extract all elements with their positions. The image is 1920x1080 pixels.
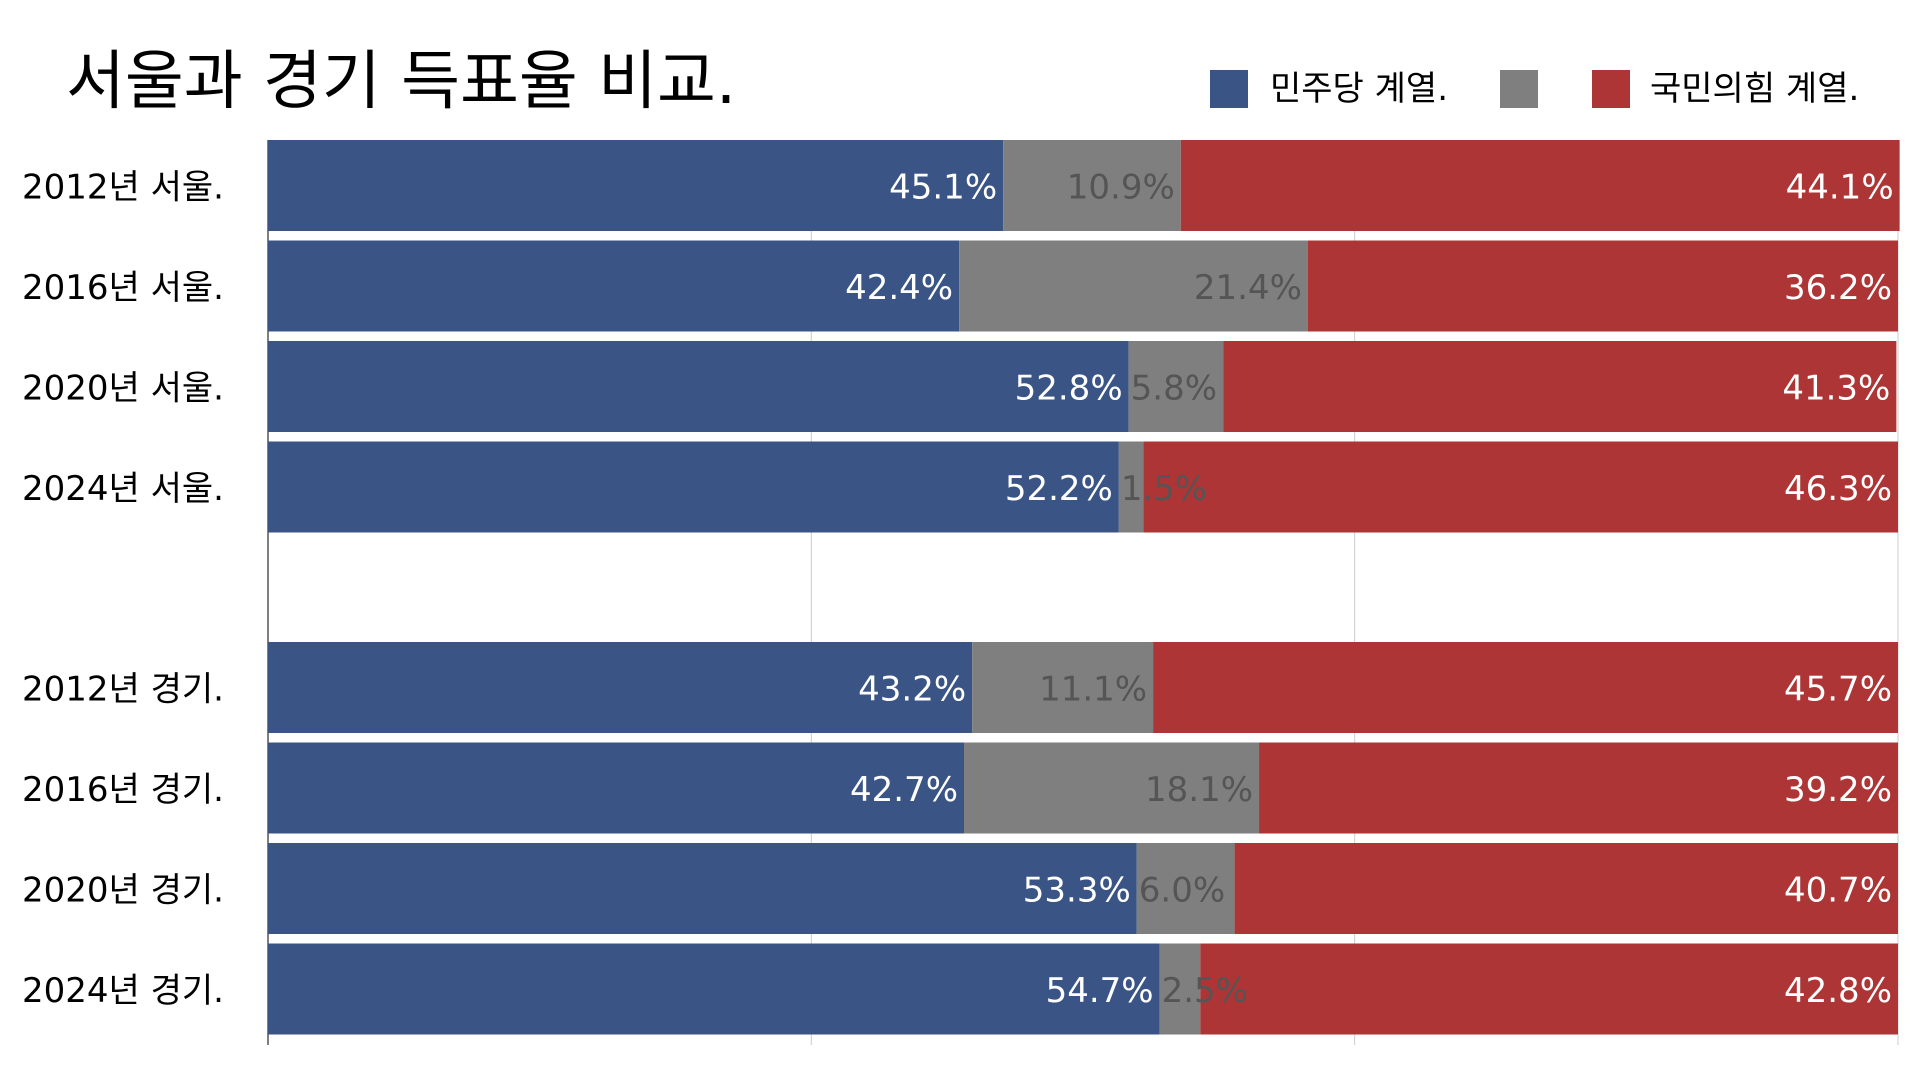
legend-swatch-ppp: [1592, 70, 1630, 108]
bar-ppp: [1223, 341, 1897, 432]
bar-dem: [268, 843, 1137, 934]
data-label-ppp: 40.7%: [1784, 871, 1892, 911]
legend-swatch-other: [1500, 70, 1538, 108]
legend-label-ppp: 국민의힘 계열.: [1650, 69, 1860, 109]
legend: 민주당 계열. 국민의힘 계열.: [1210, 70, 1910, 110]
category-label: 2020년 서울.: [22, 369, 224, 409]
bar-ppp: [1307, 240, 1898, 332]
data-label-ppp: 42.8%: [1784, 971, 1892, 1011]
data-label-dem: 54.7%: [1046, 971, 1154, 1011]
category-label: 2016년 경기.: [22, 770, 224, 810]
bar-dem: [268, 642, 973, 733]
bar-other: [1159, 943, 1201, 1035]
bar-dem: [268, 943, 1160, 1035]
category-label: 2024년 경기.: [22, 971, 224, 1011]
chart-title: 서울과 경기 득표율 비교.: [66, 45, 737, 119]
bar-other: [964, 742, 1260, 834]
data-label-ppp: 39.2%: [1784, 770, 1892, 810]
data-label-dem: 42.4%: [845, 268, 953, 308]
category-label: 2024년 서울.: [22, 469, 224, 509]
data-label-ppp: 45.7%: [1784, 670, 1892, 710]
bar-dem: [268, 441, 1119, 533]
bar-other: [1128, 341, 1224, 432]
bar-ppp: [1259, 742, 1898, 834]
data-label-dem: 42.7%: [850, 770, 958, 810]
category-label: 2012년 경기.: [22, 670, 224, 710]
legend-label-dem: 민주당 계열.: [1270, 69, 1449, 109]
data-label-ppp: 46.3%: [1784, 469, 1892, 509]
data-label-ppp: 41.3%: [1782, 369, 1890, 409]
bar-ppp: [1200, 943, 1898, 1035]
data-label-other: 18.1%: [1145, 770, 1253, 810]
bar-ppp: [1234, 843, 1898, 934]
bar-other: [972, 642, 1154, 733]
bar-dem: [268, 341, 1129, 432]
bar-ppp: [1180, 140, 1900, 231]
bar-other: [1136, 843, 1235, 934]
bar-ppp: [1153, 642, 1898, 733]
bar-dem: [268, 140, 1004, 231]
data-label-dem: 52.8%: [1015, 369, 1123, 409]
data-label-other: 6.0%: [1139, 871, 1225, 911]
bar-other: [1003, 140, 1181, 231]
category-label: 2020년 경기.: [22, 871, 224, 911]
data-label-dem: 52.2%: [1005, 469, 1113, 509]
bar-dem: [268, 240, 960, 332]
data-label-dem: 43.2%: [858, 670, 966, 710]
bar-ppp: [1143, 441, 1898, 533]
data-label-other: 10.9%: [1067, 168, 1175, 208]
data-label-ppp: 36.2%: [1784, 268, 1892, 308]
data-label-dem: 45.1%: [889, 168, 997, 208]
data-label-other: 2.5%: [1162, 971, 1248, 1011]
data-label-ppp: 44.1%: [1786, 168, 1894, 208]
bar-dem: [268, 742, 965, 834]
category-label: 2012년 서울.: [22, 168, 224, 208]
data-label-other: 5.8%: [1131, 369, 1217, 409]
data-label-other: 21.4%: [1194, 268, 1302, 308]
bar-other: [1118, 441, 1144, 533]
category-label: 2016년 서울.: [22, 268, 224, 308]
legend-swatch-dem: [1210, 70, 1248, 108]
data-label-other: 1.5%: [1121, 469, 1207, 509]
data-label-other: 11.1%: [1039, 670, 1147, 710]
bar-other: [959, 240, 1308, 332]
data-label-dem: 53.3%: [1023, 871, 1131, 911]
